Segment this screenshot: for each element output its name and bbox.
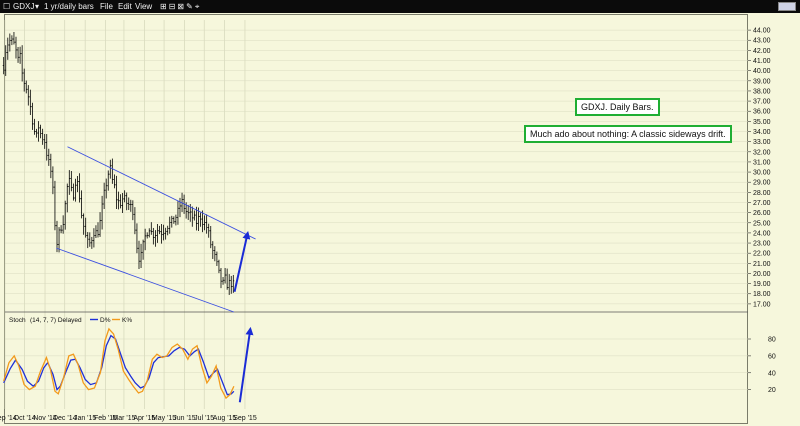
y-tick-label: 21.00 [753, 261, 771, 268]
x-tick-label: Feb '15 [94, 415, 117, 422]
y-tick-label: 28.00 [753, 190, 771, 197]
trendline [67, 146, 256, 240]
toolbar-icons[interactable]: ⊞⊟⊠✎⌖ [160, 2, 202, 11]
x-tick-label: Nov '14 [33, 415, 57, 422]
y-tick-label: 36.00 [753, 109, 771, 116]
x-tick-label: Sep '15 [233, 415, 257, 422]
menu-edit[interactable]: Edit [118, 2, 132, 11]
y-tick-label: 40.00 [753, 68, 771, 75]
y-tick-label: 19.00 [753, 281, 771, 288]
period-selector[interactable]: 1 yr/daily bars [44, 2, 94, 11]
y-tick-label: 38.00 [753, 88, 771, 95]
toolbar: ☐ GDXJ ▾ 1 yr/daily bars File Edit View … [0, 0, 800, 13]
annotation-title-box: GDXJ. Daily Bars. [575, 98, 660, 116]
y-tick-label: 42.00 [753, 48, 771, 55]
dropdown-arrow-icon[interactable]: ▾ [35, 2, 40, 11]
y-tick-label: 17.00 [753, 301, 771, 308]
y-tick-label: 24.00 [753, 230, 771, 237]
menu-view[interactable]: View [135, 2, 153, 11]
stoch-legend-params: (14, 7, 7) Delayed [30, 317, 82, 324]
y-tick-label: 37.00 [753, 99, 771, 106]
y-tick-label: 29.00 [753, 180, 771, 187]
x-tick-label: Dec '14 [53, 415, 77, 422]
stoch-y-tick-label: 40 [768, 370, 776, 377]
y-tick-label: 22.00 [753, 251, 771, 258]
x-tick-label: Aug '15 [213, 415, 237, 422]
trendline [56, 247, 235, 313]
annotation-comment-box: Much ado about nothing: A classic sidewa… [524, 125, 732, 143]
chart-frame [4, 14, 748, 424]
y-tick-label: 23.00 [753, 241, 771, 248]
x-tick-label: Oct '14 [14, 415, 36, 422]
y-tick-label: 44.00 [753, 28, 771, 35]
stoch-d-line [3, 334, 235, 396]
stoch-y-tick-label: 60 [768, 353, 776, 360]
y-tick-label: 27.00 [753, 200, 771, 207]
x-tick-label: Sep '14 [0, 415, 17, 422]
stoch-k-line [3, 327, 235, 400]
y-tick-label: 39.00 [753, 78, 771, 85]
y-tick-label: 35.00 [753, 119, 771, 126]
stoch-up-arrow [238, 326, 254, 403]
y-tick-label: 43.00 [753, 38, 771, 45]
stoch-y-tick-label: 80 [768, 337, 776, 344]
x-tick-label: Jan '15 [74, 415, 96, 422]
stoch-legend-d: D% [100, 317, 111, 324]
menu-file[interactable]: File [100, 2, 113, 11]
y-tick-label: 33.00 [753, 139, 771, 146]
y-tick-label: 41.00 [753, 58, 771, 65]
y-tick-label: 32.00 [753, 149, 771, 156]
stoch-legend-title: Stoch [9, 317, 26, 324]
window-control-icon[interactable] [778, 2, 796, 11]
y-tick-label: 25.00 [753, 220, 771, 227]
symbol-label[interactable]: GDXJ [13, 2, 35, 11]
price-up-arrow [233, 230, 251, 292]
y-tick-label: 30.00 [753, 170, 771, 177]
settings-icon[interactable]: ☐ [3, 2, 11, 11]
stoch-y-tick-label: 20 [768, 387, 776, 394]
x-tick-label: Apr '15 [133, 415, 155, 422]
y-tick-label: 20.00 [753, 271, 771, 278]
x-tick-label: Mar '15 [112, 415, 135, 422]
y-tick-label: 18.00 [753, 291, 771, 298]
x-tick-label: Jun '15 [173, 415, 195, 422]
price-bars [2, 32, 235, 295]
y-tick-label: 31.00 [753, 159, 771, 166]
x-tick-label: May '15 [152, 415, 176, 422]
y-tick-label: 26.00 [753, 210, 771, 217]
x-tick-label: Jul '15 [194, 415, 214, 422]
y-tick-label: 34.00 [753, 129, 771, 136]
stoch-legend-k: K% [122, 317, 132, 324]
